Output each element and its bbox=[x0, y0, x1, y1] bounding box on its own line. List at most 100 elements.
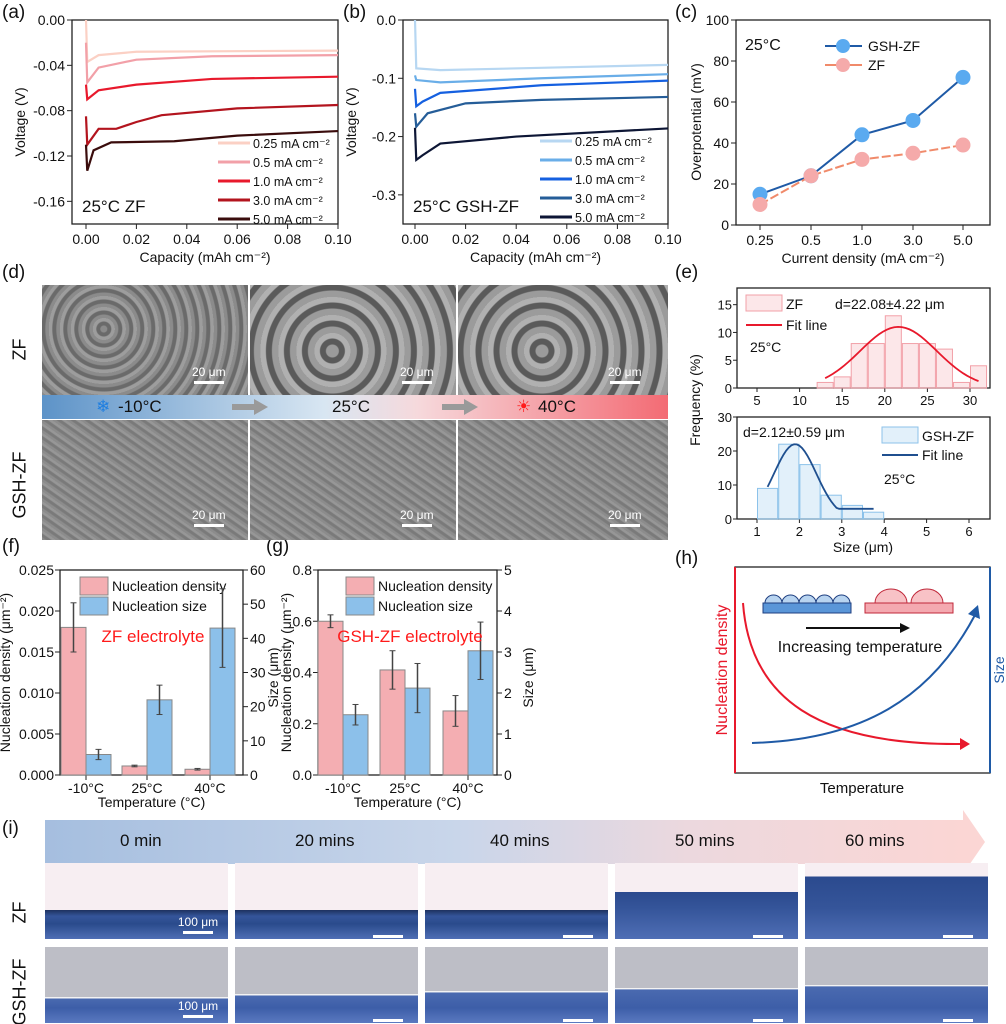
legend-label: ZF bbox=[868, 57, 885, 73]
y-tick-label: -0.2 bbox=[372, 129, 396, 145]
time-label: 20 mins bbox=[295, 831, 355, 850]
scale-bar bbox=[609, 524, 640, 527]
y-tick-label: 0.020 bbox=[19, 603, 54, 619]
y2-tick-label: 50 bbox=[250, 596, 266, 612]
panel-label-i: (i) bbox=[2, 818, 19, 839]
scale-bar bbox=[193, 524, 224, 527]
sun-icon: ☀ bbox=[516, 397, 532, 416]
arrow-head bbox=[254, 399, 268, 415]
scale-bar-label: 100 μm bbox=[177, 915, 219, 929]
x-axis-label: Capacity (mAh cm⁻²) bbox=[139, 249, 270, 265]
x-tick-label: 40°C bbox=[194, 780, 225, 796]
y2-tick-label: 0 bbox=[504, 767, 512, 783]
temperature-label: 25°C bbox=[884, 471, 915, 487]
panel-label-e: (e) bbox=[675, 262, 699, 283]
y-tick-label: 0.8 bbox=[293, 562, 313, 578]
legend-label: 5.0 mA cm⁻² bbox=[253, 213, 323, 227]
y-tick-label: 0.005 bbox=[19, 726, 54, 742]
y-tick-label: 60 bbox=[713, 94, 729, 110]
optical-image-zf-0: 100 μm bbox=[45, 863, 228, 939]
histogram-bar bbox=[841, 504, 863, 520]
legend-label: 0.5 mA cm⁻² bbox=[253, 156, 323, 170]
y-axis-label: Nucleation density bbox=[714, 605, 731, 736]
y-tick-label: 10 bbox=[718, 325, 732, 340]
series-line bbox=[413, 79, 669, 109]
x-tick-label: 30 bbox=[963, 393, 977, 408]
y2-tick-label: 4 bbox=[504, 603, 512, 619]
x-tick-label: 20 bbox=[878, 393, 892, 408]
scale-bar bbox=[753, 1019, 783, 1022]
x-tick-label: 0.00 bbox=[72, 231, 99, 247]
legend-label: 1.0 mA cm⁻² bbox=[575, 173, 645, 187]
legend-swatch bbox=[345, 576, 375, 596]
temp-label: 25°C bbox=[332, 397, 370, 416]
size-curve bbox=[751, 614, 976, 744]
legend-label: Nucleation size bbox=[378, 598, 473, 614]
panel-label-c: (c) bbox=[675, 2, 698, 23]
panel-label-g: (g) bbox=[266, 536, 290, 557]
scale-bar-label: 20 μm bbox=[608, 508, 642, 522]
y-tick-label: 10 bbox=[718, 478, 732, 493]
scale-bar bbox=[193, 381, 224, 384]
nucleus-small bbox=[764, 594, 783, 604]
scale-bar bbox=[943, 1019, 973, 1022]
panel-label-h: (h) bbox=[675, 548, 699, 569]
y-tick-label: 0.4 bbox=[293, 665, 313, 681]
legend-label: 0.5 mA cm⁻² bbox=[575, 154, 645, 168]
x-tick-label: 0.00 bbox=[401, 231, 428, 247]
scale-bar bbox=[373, 935, 403, 938]
x-tick-label: 5 bbox=[753, 393, 760, 408]
x-tick-label: 5 bbox=[923, 524, 930, 539]
legend-swatch bbox=[881, 426, 919, 444]
schematic-caption: Increasing temperature bbox=[778, 639, 943, 656]
y2-tick-label: 30 bbox=[250, 665, 266, 681]
y-tick-label: -0.12 bbox=[33, 148, 65, 164]
x-tick-label: 0.02 bbox=[452, 231, 479, 247]
temp-label: -10°C bbox=[118, 397, 162, 416]
nucleus-small bbox=[798, 594, 817, 604]
y-axis-label: Frequency (%) bbox=[687, 354, 703, 446]
temp-label: 40°C bbox=[538, 397, 576, 416]
y-tick-label: 0.000 bbox=[19, 767, 54, 783]
data-point bbox=[905, 145, 921, 161]
series-line bbox=[84, 129, 339, 172]
y2-tick-label: 10 bbox=[250, 733, 266, 749]
legend-label: 3.0 mA cm⁻² bbox=[575, 192, 645, 206]
x-axis-label: Temperature (°C) bbox=[98, 794, 206, 810]
x-tick-label: 6 bbox=[965, 524, 972, 539]
legend-swatch bbox=[79, 576, 109, 596]
bar bbox=[121, 765, 148, 776]
y-tick-label: 0.2 bbox=[293, 716, 313, 732]
nucleus-small bbox=[832, 594, 851, 604]
y2-tick-label: 1 bbox=[504, 726, 512, 742]
snowflake-icon: ❄ bbox=[96, 397, 111, 416]
data-point bbox=[752, 197, 768, 212]
histogram-bar bbox=[799, 464, 821, 520]
sem-image-gsh-25: 20 μm bbox=[250, 420, 456, 540]
arrow-icon bbox=[232, 404, 254, 410]
optical-image-zf-2 bbox=[425, 863, 608, 939]
scale-bar-label: 20 μm bbox=[192, 508, 226, 522]
y2-tick-label: 20 bbox=[250, 699, 266, 715]
legend-label: GSH-ZF bbox=[922, 428, 974, 444]
x-tick-label: 1.0 bbox=[852, 232, 872, 248]
panel-annotation: 25°C ZF bbox=[82, 197, 145, 216]
y-tick-label: 0.015 bbox=[19, 644, 54, 660]
x-axis-label: Temperature (°C) bbox=[354, 794, 462, 810]
nucleus-small bbox=[815, 594, 834, 604]
sem-image-zf-40: 20 μm bbox=[458, 285, 668, 395]
x-tick-label: 3 bbox=[838, 524, 845, 539]
time-arrow: 0 min 20 mins 40 mins 50 mins 60 mins bbox=[45, 810, 985, 874]
optical-image-gsh-zf-1 bbox=[235, 947, 418, 1023]
x-tick-label: 0.08 bbox=[604, 231, 631, 247]
y2-tick-label: 5 bbox=[504, 562, 512, 578]
legend-label: Nucleation size bbox=[112, 598, 207, 614]
x-tick-label: 25°C bbox=[389, 780, 420, 796]
row-label-gsh-zf: GSH-ZF bbox=[9, 958, 30, 1024]
electrolyte-label: GSH-ZF electrolyte bbox=[337, 627, 482, 646]
y-tick-label: 100 bbox=[706, 12, 730, 28]
plot-frame-c bbox=[735, 19, 991, 226]
optical-image-gsh-zf-2 bbox=[425, 947, 608, 1023]
histogram-bar bbox=[863, 511, 885, 520]
arrow-icon bbox=[442, 404, 464, 410]
